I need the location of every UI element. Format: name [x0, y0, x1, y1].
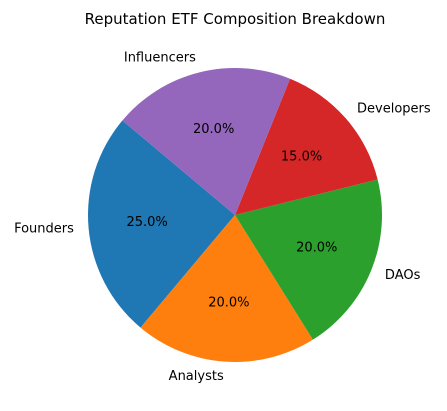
pct-label-founders: 25.0% — [126, 215, 167, 230]
pct-label-developers: 15.0% — [281, 150, 322, 165]
pct-label-analysts: 20.0% — [208, 295, 249, 310]
pie-slice-analysts — [140, 215, 313, 362]
pie-slices — [87, 67, 382, 362]
pct-label-influencers: 20.0% — [193, 122, 234, 137]
chart-title: Reputation ETF Composition Breakdown — [85, 10, 386, 28]
slice-label-founders: Founders — [14, 222, 74, 237]
slice-label-daos: DAOs — [385, 268, 421, 283]
pie-slice-founders — [87, 120, 235, 328]
slice-label-developers: Developers — [357, 101, 431, 116]
pie-labels: Founders 25.0% Analysts 20.0% DAOs 20.0% Devel… — [14, 51, 431, 384]
pie-slice-developers — [235, 78, 378, 215]
pie-slice-influencers — [122, 67, 291, 215]
slice-label-influencers: Influencers — [124, 51, 196, 66]
slice-label-analysts: Analysts — [169, 369, 224, 384]
pie-slice-daos — [235, 179, 382, 340]
pct-label-daos: 20.0% — [296, 241, 337, 256]
